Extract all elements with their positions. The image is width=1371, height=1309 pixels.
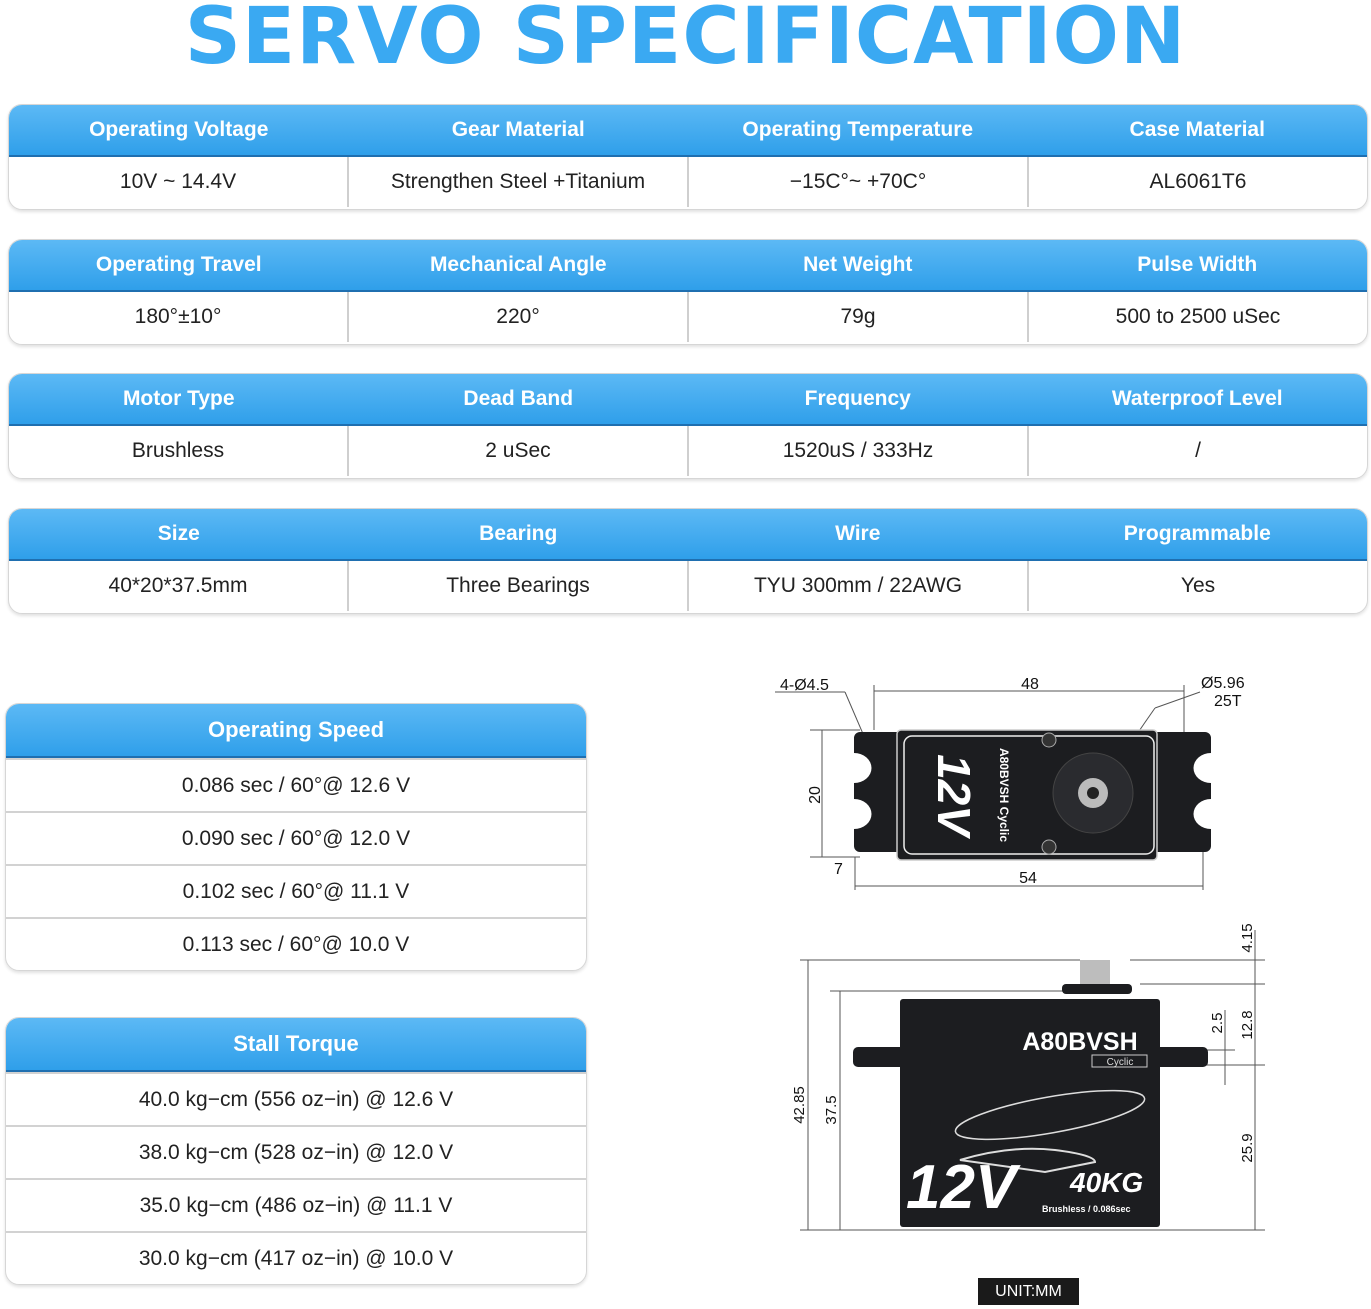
dim-holes: 4-Ø4.5: [780, 677, 829, 694]
spec-header: Dead Band: [463, 387, 574, 410]
model-label: A80BVSH: [1022, 1028, 1137, 1056]
spec-value: /: [1027, 426, 1367, 476]
servo-side-view-drawing: A80BVSH Cyclic 12V 40KG Brushless / 0.08…: [791, 923, 1265, 1231]
servo-case: [900, 999, 1160, 1227]
spec-value: 220°: [347, 292, 687, 342]
spec-header: Mechanical Angle: [429, 253, 607, 276]
logo-12v: 12V: [928, 754, 980, 839]
dim-tab-to-bottom: 25.9: [1239, 1133, 1256, 1162]
spec-header: Waterproof Level: [1111, 387, 1283, 410]
torque-row: 35.0 kg−cm (486 oz−in) @ 11.1 V: [6, 1178, 586, 1231]
torque-label: 40KG: [1069, 1167, 1143, 1198]
spec-header: Programmable: [1123, 522, 1271, 545]
spec-value: Brushless: [131, 439, 225, 462]
spec-header: Bearing: [479, 522, 558, 545]
dim-tab: 7: [834, 861, 843, 878]
dim-hole-spacing: 48: [1021, 676, 1039, 693]
spec-value: Yes: [1027, 561, 1367, 611]
spec-header: Operating Temperature: [742, 118, 974, 141]
torque-row: 38.0 kg−cm (528 oz−in) @ 12.0 V: [6, 1125, 586, 1178]
dim-case-height: 37.5: [823, 1095, 840, 1124]
stall-torque-table: Stall Torque 40.0 kg−cm (556 oz−in) @ 12…: [5, 1017, 587, 1285]
spec-value: AL6061T6: [1027, 157, 1367, 207]
operating-speed-title: Operating Speed: [6, 704, 586, 758]
spec-value: 500 to 2500 uSec: [1027, 292, 1367, 342]
dim-top-to-tab: 12.8: [1239, 1010, 1256, 1039]
spec-value: Strengthen Steel +Titanium: [347, 157, 687, 207]
logo-12v: 12V: [906, 1153, 1021, 1222]
dim-width: 20: [807, 786, 824, 804]
torque-row: 30.0 kg−cm (417 oz−in) @ 10.0 V: [6, 1231, 586, 1284]
spec-header: Operating Travel: [95, 253, 262, 276]
dim-spline-teeth: 25T: [1214, 693, 1242, 710]
model-label: A80BVSH Cyclic: [997, 748, 1011, 842]
operating-speed-table: Operating Speed 0.086 sec / 60°@ 12.6 V …: [5, 703, 587, 971]
spec-table-3: Motor Type Dead Band Frequency Waterproof L…: [8, 373, 1368, 479]
output-spline-icon: [1080, 960, 1110, 988]
spec-value: −15C°~ +70C°: [687, 157, 1027, 207]
spec-header: Net Weight: [803, 253, 913, 276]
spec-table-4: Size Bearing Wire Programmable 40*20*37.5mm…: [8, 508, 1368, 614]
badge-label: Cyclic: [1107, 1057, 1134, 1068]
page-title: SERVO SPECIFICATION: [184, 0, 1187, 82]
subtitle-label: Brushless / 0.086sec: [1042, 1204, 1131, 1214]
dim-total-height: 42.85: [791, 1086, 808, 1124]
speed-row: 0.086 sec / 60°@ 12.6 V: [6, 758, 586, 811]
dim-length: 54: [1019, 870, 1037, 887]
spec-header: Pulse Width: [1137, 253, 1258, 276]
dim-spline-diameter: Ø5.96: [1201, 675, 1245, 692]
speed-row: 0.102 sec / 60°@ 11.1 V: [6, 864, 586, 917]
dim-tab-thickness: 2.5: [1209, 1013, 1226, 1034]
spec-value: 2 uSec: [347, 426, 687, 476]
servo-top-view-drawing: 12V A80BVSH Cyclic 4-Ø4.5 48 Ø5.96 25T 2…: [775, 675, 1245, 890]
spec-value: 180°±10°: [134, 305, 222, 328]
spec-value: TYU 300mm / 22AWG: [687, 561, 1027, 611]
spec-value: 79g: [687, 292, 1027, 342]
spec-table-1: Operating Voltage Gear Material Operating …: [8, 104, 1368, 210]
spec-value: 10V ~ 14.4V: [119, 170, 237, 193]
spec-header: Case Material: [1129, 118, 1265, 141]
spec-header: Wire: [835, 522, 881, 545]
spec-value: 40*20*37.5mm: [108, 574, 248, 597]
spec-table-2: Operating Travel Mechanical Angle Net Weig…: [8, 239, 1368, 345]
spec-value: 1520uS / 333Hz: [687, 426, 1027, 476]
speed-row: 0.113 sec / 60°@ 10.0 V: [6, 917, 586, 970]
speed-row: 0.090 sec / 60°@ 12.0 V: [6, 811, 586, 864]
unit-label: UNIT:MM: [978, 1278, 1079, 1305]
spec-header: Gear Material: [451, 118, 585, 141]
dim-spline-height: 4.15: [1239, 923, 1256, 952]
spec-header: Operating Voltage: [89, 118, 269, 141]
torque-row: 40.0 kg−cm (556 oz−in) @ 12.6 V: [6, 1072, 586, 1125]
spec-header: Frequency: [804, 387, 911, 410]
spec-value: Three Bearings: [347, 561, 687, 611]
stall-torque-title: Stall Torque: [6, 1018, 586, 1072]
spec-header: Size: [157, 522, 200, 545]
spec-header: Motor Type: [122, 387, 235, 410]
